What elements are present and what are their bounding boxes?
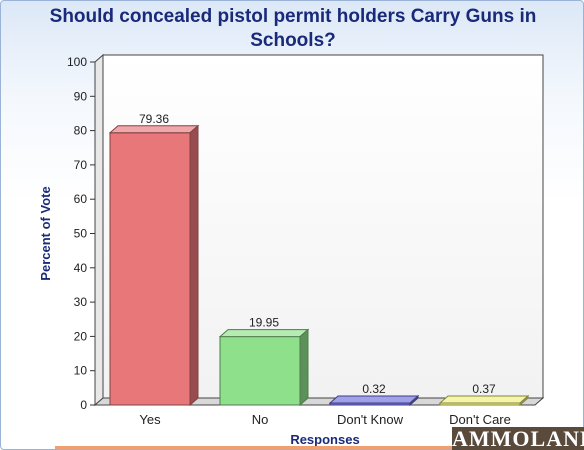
data-label: 79.36	[139, 112, 169, 126]
x-tick-label: Don't Know	[337, 412, 404, 427]
y-tick-label: 100	[67, 55, 87, 69]
y-tick-label: 80	[74, 124, 88, 138]
data-label: 0.37	[472, 382, 496, 396]
y-tick-label: 40	[74, 261, 88, 275]
bar-no	[218, 328, 310, 407]
bar-top	[108, 125, 200, 134]
ammoland-watermark: AMMOLAND	[452, 427, 584, 450]
y-tick-label: 10	[74, 364, 88, 378]
x-tick-label: No	[252, 412, 269, 427]
y-tick-label: 30	[74, 295, 88, 309]
y-tick-label: 90	[74, 89, 88, 103]
bottom-accent-line	[55, 446, 455, 449]
y-tick-label: 20	[74, 329, 88, 343]
x-axis-label: Responses	[290, 432, 359, 447]
bar-front	[219, 336, 301, 406]
labels: 0 10 20 30 40 50 60 70 80 90 100 Percent of Vote Res…	[38, 55, 511, 447]
bar-top	[328, 395, 420, 404]
bar-side	[299, 328, 309, 407]
y-tick-label: 50	[74, 227, 88, 241]
bar-side	[519, 394, 529, 407]
x-tick-label: Don't Care	[449, 412, 511, 427]
bar-side	[189, 124, 199, 407]
bar-top	[218, 329, 310, 338]
data-label: 19.95	[249, 316, 279, 330]
x-tick-label: Yes	[139, 412, 161, 427]
chart-title-line-2: Schools?	[250, 30, 336, 51]
bars	[108, 124, 530, 407]
bar-top	[438, 395, 530, 404]
bar-front	[109, 132, 191, 406]
y-axis-label: Percent of Vote	[38, 186, 53, 280]
y-tick-label: 70	[74, 158, 88, 172]
data-label: 0.32	[362, 382, 386, 396]
bar-don-t-care	[438, 394, 530, 407]
chart-title-line-1: Should concealed pistol permit holders C…	[49, 6, 537, 27]
y-tick-label: 0	[80, 398, 87, 412]
chart-title: Should concealed pistol permit holders C…	[1, 5, 583, 53]
left-wall	[94, 53, 104, 407]
bar-side	[409, 394, 419, 407]
bar-yes	[108, 124, 200, 407]
y-tick-label: 60	[74, 192, 88, 206]
axes	[90, 53, 545, 407]
bar-don-t-know	[328, 394, 420, 407]
